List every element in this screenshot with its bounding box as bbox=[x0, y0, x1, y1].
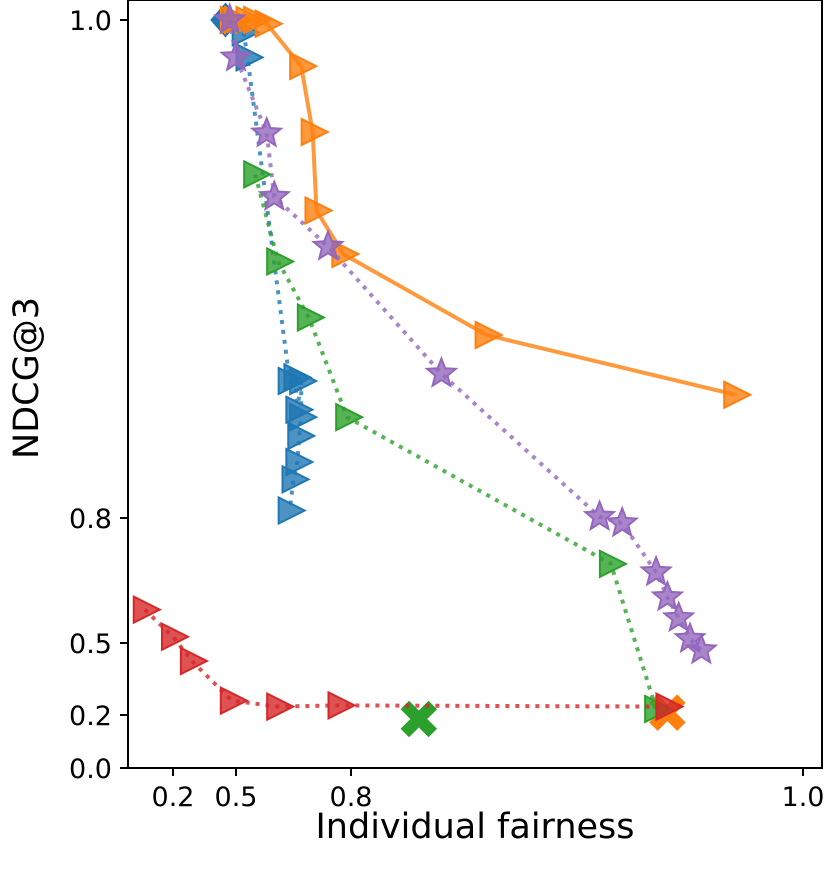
data-point-red bbox=[161, 622, 191, 652]
y-tick-label: 0.5 bbox=[69, 629, 112, 660]
series-green-end bbox=[400, 700, 438, 738]
data-point-blue bbox=[277, 495, 307, 526]
data-point-orange bbox=[254, 9, 284, 39]
y-axis: 0.0 0.2 0.5 0.8 1.0 bbox=[69, 6, 128, 785]
data-point-red bbox=[179, 646, 210, 676]
data-point-red bbox=[132, 595, 162, 625]
x-tick-label: 0.8 bbox=[330, 782, 373, 813]
x-tick-label: 1.0 bbox=[782, 782, 825, 813]
data-point-red bbox=[327, 690, 357, 721]
data-point-orange bbox=[300, 117, 330, 147]
data-point-purple bbox=[212, 2, 247, 35]
data-point-purple bbox=[661, 600, 696, 633]
data-point-blue bbox=[287, 421, 317, 451]
data-point-purple bbox=[684, 632, 719, 665]
series-layer bbox=[132, 2, 753, 738]
x-axis: 0.2 0.5 0.8 1.0 bbox=[152, 768, 825, 813]
data-point-purple bbox=[650, 579, 685, 612]
plot-background bbox=[128, 0, 822, 768]
data-point-green bbox=[335, 402, 365, 432]
data-point-green bbox=[598, 549, 629, 579]
data-point-green bbox=[243, 159, 273, 189]
data-point-purple bbox=[582, 499, 617, 532]
y-tick-label: 0.8 bbox=[69, 504, 112, 535]
data-point-green bbox=[266, 246, 296, 277]
data-point-purple bbox=[219, 39, 253, 72]
data-point-orange bbox=[304, 195, 334, 226]
series-purple bbox=[212, 2, 719, 665]
data-point-red bbox=[219, 685, 250, 716]
data-point-green-end bbox=[400, 700, 438, 738]
x-axis-label: Individual fairness bbox=[315, 807, 634, 847]
data-point-blue bbox=[289, 366, 319, 396]
series-line-blue bbox=[241, 32, 304, 511]
plot-area bbox=[127, 0, 823, 769]
data-point-orange bbox=[289, 51, 319, 81]
data-point-red bbox=[655, 691, 685, 722]
series-blue bbox=[231, 17, 319, 526]
series-red bbox=[132, 595, 685, 722]
data-point-purple bbox=[311, 228, 345, 261]
data-point-purple bbox=[249, 115, 284, 148]
data-point-purple bbox=[605, 505, 640, 538]
y-tick-label: 1.0 bbox=[69, 6, 112, 37]
data-point-purple bbox=[257, 179, 292, 212]
x-tick-label: 0.2 bbox=[152, 782, 195, 813]
data-point-green bbox=[296, 302, 327, 333]
y-tick-label: 0.2 bbox=[69, 701, 112, 732]
y-axis-label: NDCG@3 bbox=[7, 297, 47, 459]
data-point-orange bbox=[723, 380, 753, 410]
data-point-purple bbox=[639, 554, 674, 587]
data-point-blue bbox=[289, 402, 319, 432]
data-point-blue bbox=[285, 447, 315, 477]
data-point-purple bbox=[424, 355, 459, 388]
data-point-red bbox=[266, 691, 296, 722]
data-point-blue bbox=[281, 464, 311, 495]
axes-frame bbox=[127, 0, 823, 769]
y-tick-label: 0.0 bbox=[69, 754, 112, 785]
data-point-orange bbox=[474, 320, 504, 350]
x-tick-label: 0.5 bbox=[215, 782, 258, 813]
